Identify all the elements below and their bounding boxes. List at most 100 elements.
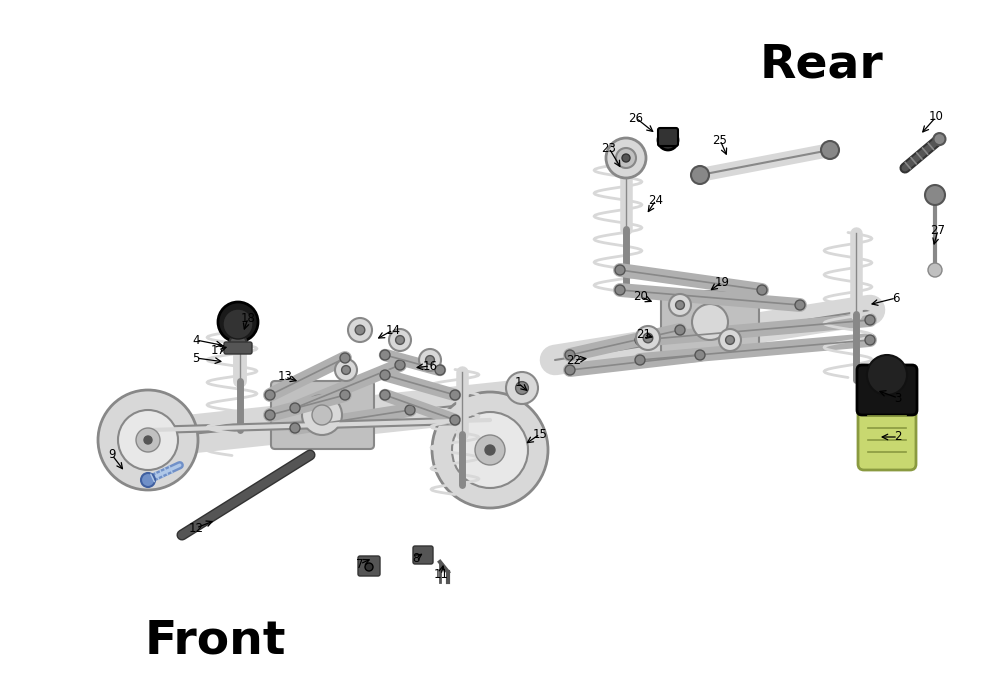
Text: 4: 4: [192, 334, 200, 347]
Circle shape: [719, 329, 741, 351]
FancyBboxPatch shape: [858, 402, 916, 470]
Circle shape: [695, 350, 705, 360]
Circle shape: [265, 390, 275, 400]
Circle shape: [450, 415, 460, 425]
Circle shape: [565, 350, 575, 360]
Circle shape: [144, 436, 152, 444]
Circle shape: [622, 154, 630, 162]
Circle shape: [606, 138, 646, 178]
Text: 13: 13: [278, 371, 292, 383]
Circle shape: [565, 365, 575, 375]
Circle shape: [419, 349, 441, 371]
Text: 15: 15: [533, 427, 547, 440]
Text: 10: 10: [929, 111, 943, 124]
Circle shape: [265, 410, 275, 420]
Circle shape: [821, 141, 839, 159]
Text: 12: 12: [188, 522, 204, 535]
Text: 16: 16: [422, 360, 438, 372]
Text: 26: 26: [629, 111, 644, 125]
Circle shape: [658, 130, 678, 150]
Text: 23: 23: [602, 142, 616, 155]
FancyBboxPatch shape: [413, 546, 433, 564]
Circle shape: [380, 370, 390, 380]
Text: 1: 1: [514, 376, 522, 389]
Text: 24: 24: [648, 193, 664, 206]
Circle shape: [692, 304, 728, 340]
Circle shape: [365, 563, 373, 571]
FancyBboxPatch shape: [271, 381, 374, 449]
Text: 6: 6: [892, 292, 900, 305]
Circle shape: [218, 302, 258, 342]
Text: 5: 5: [192, 352, 200, 365]
Circle shape: [335, 359, 357, 381]
Text: 21: 21: [637, 328, 652, 341]
Circle shape: [635, 355, 645, 365]
Circle shape: [635, 335, 645, 345]
FancyBboxPatch shape: [661, 291, 759, 354]
Circle shape: [616, 148, 636, 168]
Circle shape: [636, 326, 660, 350]
Circle shape: [290, 403, 300, 413]
Circle shape: [229, 335, 247, 353]
FancyBboxPatch shape: [358, 556, 380, 576]
FancyBboxPatch shape: [857, 365, 917, 415]
Circle shape: [395, 360, 405, 370]
Text: 18: 18: [241, 312, 255, 325]
Text: Rear: Rear: [760, 42, 884, 87]
Circle shape: [726, 336, 734, 345]
Circle shape: [98, 390, 198, 490]
Circle shape: [355, 325, 365, 335]
Circle shape: [389, 329, 411, 351]
Circle shape: [669, 294, 691, 316]
Circle shape: [223, 309, 253, 339]
Text: 27: 27: [930, 224, 946, 237]
Circle shape: [675, 325, 685, 335]
Circle shape: [615, 265, 625, 275]
Text: 17: 17: [210, 343, 226, 356]
Circle shape: [928, 263, 942, 277]
Text: 9: 9: [108, 449, 116, 462]
Text: 20: 20: [634, 290, 648, 303]
FancyBboxPatch shape: [224, 342, 252, 354]
Circle shape: [450, 390, 460, 400]
Text: 7: 7: [356, 557, 364, 570]
Circle shape: [118, 410, 178, 470]
Text: 11: 11: [434, 568, 448, 581]
Circle shape: [380, 350, 390, 360]
Circle shape: [516, 382, 528, 394]
Circle shape: [426, 356, 434, 365]
Circle shape: [676, 301, 684, 310]
Circle shape: [925, 185, 945, 205]
Text: 14: 14: [386, 323, 400, 336]
Circle shape: [452, 412, 528, 488]
Circle shape: [485, 445, 495, 455]
Text: 19: 19: [714, 275, 730, 288]
Circle shape: [795, 300, 805, 310]
Circle shape: [435, 365, 445, 375]
Circle shape: [396, 336, 404, 345]
Circle shape: [933, 133, 945, 145]
Circle shape: [312, 405, 332, 425]
Circle shape: [136, 428, 160, 452]
Circle shape: [302, 395, 342, 435]
Text: Front: Front: [145, 618, 287, 663]
Circle shape: [340, 353, 350, 363]
Text: 2: 2: [894, 431, 902, 444]
Text: 22: 22: [566, 354, 582, 367]
Circle shape: [290, 423, 300, 433]
Circle shape: [865, 315, 875, 325]
FancyBboxPatch shape: [658, 128, 678, 146]
Circle shape: [348, 318, 372, 342]
Circle shape: [865, 335, 875, 345]
Circle shape: [691, 166, 709, 184]
Circle shape: [867, 355, 907, 395]
Circle shape: [757, 285, 767, 295]
Circle shape: [342, 365, 350, 374]
Circle shape: [380, 390, 390, 400]
Text: 8: 8: [412, 552, 420, 564]
Circle shape: [643, 333, 653, 343]
Text: 3: 3: [894, 391, 902, 405]
Circle shape: [405, 405, 415, 415]
Circle shape: [475, 435, 505, 465]
Text: 25: 25: [713, 133, 727, 147]
